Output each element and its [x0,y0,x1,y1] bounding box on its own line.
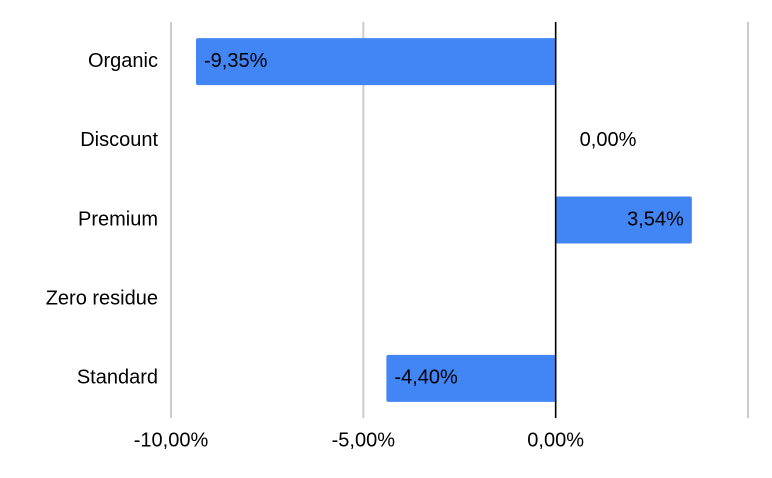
x-tick-label: 0,00% [527,429,584,451]
x-tick-label: -10,00% [134,429,209,451]
category-label: Discount [80,129,158,151]
category-label: Zero residue [46,287,158,309]
value-label: 0,00% [580,129,637,151]
category-label: Premium [78,208,158,230]
category-label: Standard [77,367,158,389]
bar [386,354,556,402]
bar [196,38,556,86]
category-label: Organic [88,50,158,72]
value-label: -9,35% [204,50,268,72]
value-label: -4,40% [394,367,458,389]
bar [555,196,692,244]
x-tick-label: -5,00% [332,429,396,451]
value-label: 3,54% [627,208,684,230]
